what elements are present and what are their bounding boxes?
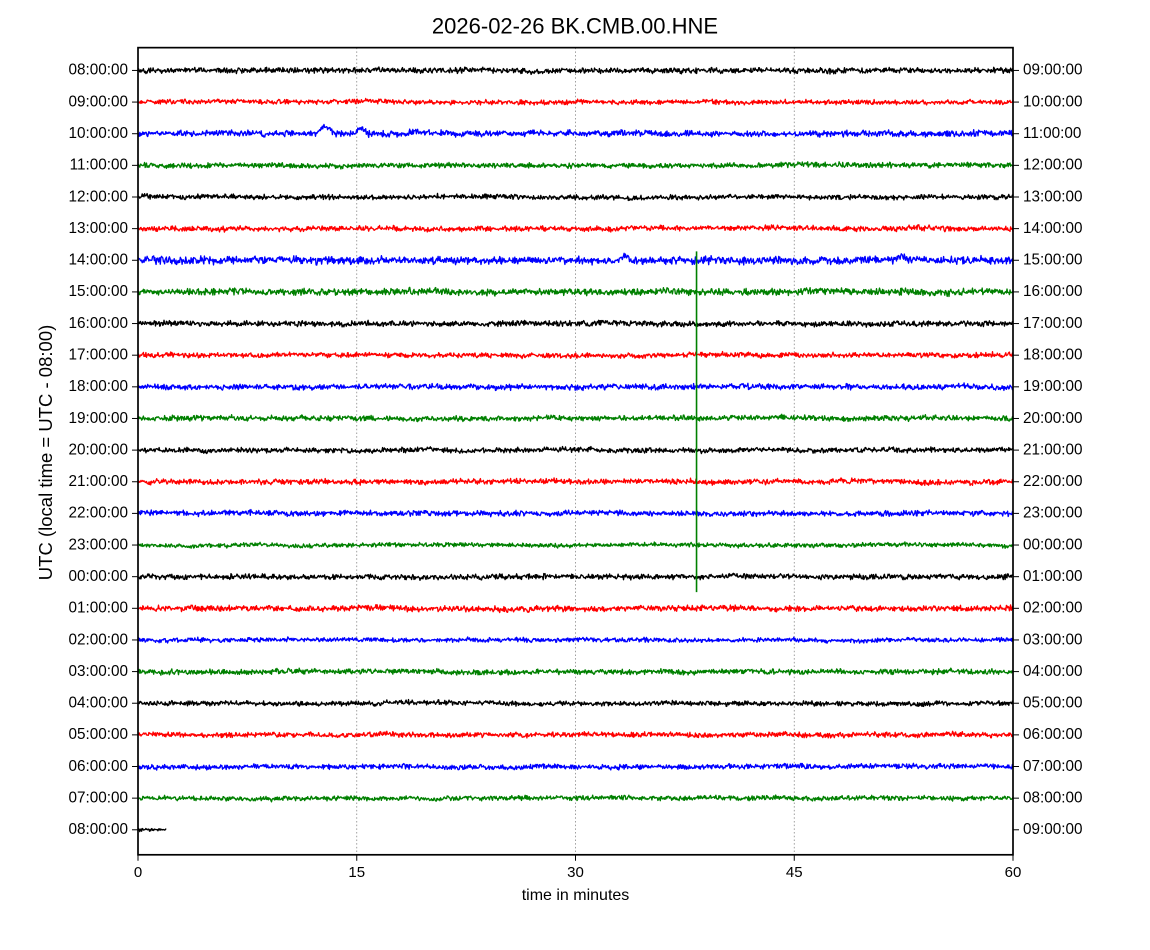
svg-text:15:00:00: 15:00:00 — [68, 283, 128, 300]
svg-text:19:00:00: 19:00:00 — [1023, 378, 1083, 395]
svg-text:60: 60 — [1005, 864, 1022, 881]
svg-text:11:00:00: 11:00:00 — [1023, 125, 1081, 142]
svg-text:time in minutes: time in minutes — [522, 887, 630, 904]
svg-text:01:00:00: 01:00:00 — [1023, 568, 1083, 585]
svg-text:18:00:00: 18:00:00 — [1023, 346, 1083, 363]
svg-text:08:00:00: 08:00:00 — [68, 821, 128, 838]
svg-text:45: 45 — [786, 864, 803, 881]
svg-text:0: 0 — [134, 864, 142, 881]
svg-text:06:00:00: 06:00:00 — [1023, 726, 1083, 743]
svg-text:08:00:00: 08:00:00 — [68, 62, 128, 79]
svg-text:18:00:00: 18:00:00 — [68, 378, 128, 395]
svg-text:04:00:00: 04:00:00 — [1023, 663, 1083, 680]
svg-text:04:00:00: 04:00:00 — [68, 695, 128, 712]
svg-text:UTC (local time = UTC - 08:00): UTC (local time = UTC - 08:00) — [35, 325, 56, 580]
svg-text:01:00:00: 01:00:00 — [68, 600, 128, 617]
svg-text:03:00:00: 03:00:00 — [68, 663, 128, 680]
svg-text:16:00:00: 16:00:00 — [68, 315, 128, 332]
svg-text:13:00:00: 13:00:00 — [68, 220, 128, 237]
svg-text:00:00:00: 00:00:00 — [68, 568, 128, 585]
svg-text:03:00:00: 03:00:00 — [1023, 631, 1083, 648]
svg-text:22:00:00: 22:00:00 — [68, 505, 128, 522]
svg-text:09:00:00: 09:00:00 — [68, 93, 128, 110]
svg-text:14:00:00: 14:00:00 — [68, 252, 128, 269]
svg-text:11:00:00: 11:00:00 — [70, 157, 128, 174]
svg-text:21:00:00: 21:00:00 — [68, 473, 128, 490]
svg-text:00:00:00: 00:00:00 — [1023, 536, 1083, 553]
svg-text:30: 30 — [567, 864, 584, 881]
svg-text:2026-02-26 BK.CMB.00.HNE: 2026-02-26 BK.CMB.00.HNE — [432, 14, 718, 39]
svg-text:16:00:00: 16:00:00 — [1023, 283, 1083, 300]
svg-text:15: 15 — [348, 864, 365, 881]
svg-text:21:00:00: 21:00:00 — [1023, 441, 1083, 458]
svg-text:23:00:00: 23:00:00 — [1023, 505, 1083, 522]
svg-text:09:00:00: 09:00:00 — [1023, 821, 1083, 838]
svg-text:17:00:00: 17:00:00 — [68, 346, 128, 363]
svg-text:19:00:00: 19:00:00 — [68, 410, 128, 427]
svg-text:12:00:00: 12:00:00 — [68, 188, 128, 205]
svg-text:22:00:00: 22:00:00 — [1023, 473, 1083, 490]
svg-text:09:00:00: 09:00:00 — [1023, 62, 1083, 79]
svg-text:07:00:00: 07:00:00 — [68, 789, 128, 806]
svg-text:02:00:00: 02:00:00 — [68, 631, 128, 648]
svg-text:13:00:00: 13:00:00 — [1023, 188, 1083, 205]
svg-text:05:00:00: 05:00:00 — [68, 726, 128, 743]
svg-text:20:00:00: 20:00:00 — [68, 441, 128, 458]
svg-text:08:00:00: 08:00:00 — [1023, 789, 1083, 806]
svg-text:10:00:00: 10:00:00 — [68, 125, 128, 142]
svg-text:17:00:00: 17:00:00 — [1023, 315, 1083, 332]
svg-text:07:00:00: 07:00:00 — [1023, 758, 1083, 775]
svg-text:05:00:00: 05:00:00 — [1023, 695, 1083, 712]
svg-text:02:00:00: 02:00:00 — [1023, 600, 1083, 617]
svg-text:15:00:00: 15:00:00 — [1023, 252, 1083, 269]
svg-text:14:00:00: 14:00:00 — [1023, 220, 1083, 237]
svg-text:23:00:00: 23:00:00 — [68, 536, 128, 553]
svg-text:20:00:00: 20:00:00 — [1023, 410, 1083, 427]
svg-text:06:00:00: 06:00:00 — [68, 758, 128, 775]
svg-text:10:00:00: 10:00:00 — [1023, 93, 1083, 110]
svg-text:12:00:00: 12:00:00 — [1023, 157, 1083, 174]
